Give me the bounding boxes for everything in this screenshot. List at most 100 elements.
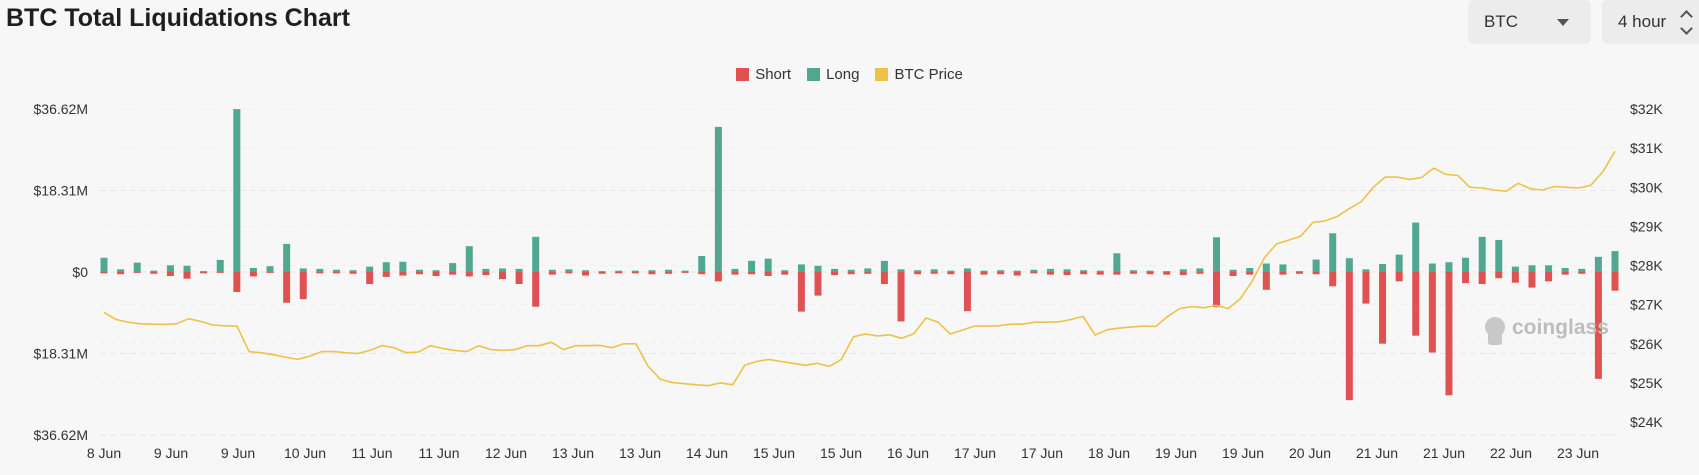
- long-bar: [565, 269, 573, 272]
- short-bar: [565, 272, 573, 274]
- coinglass-watermark: coinglass: [1485, 316, 1609, 345]
- short-bar: [1030, 272, 1038, 274]
- long-bar: [532, 236, 540, 272]
- long-bar: [1196, 268, 1204, 272]
- y-right-tick-label: $25K: [1630, 375, 1663, 391]
- x-tick-label: 14 Jun: [686, 445, 728, 461]
- short-bar: [1412, 272, 1420, 336]
- x-tick-label: 17 Jun: [1021, 445, 1063, 461]
- long-bar: [764, 258, 772, 272]
- legend-label-short: Short: [755, 66, 792, 83]
- x-tick-label: 18 Jun: [1088, 445, 1130, 461]
- short-bar: [598, 272, 606, 274]
- coin-select[interactable]: BTC: [1468, 0, 1591, 44]
- short-bar: [1046, 272, 1054, 275]
- short-bar: [1312, 272, 1320, 275]
- short-bar: [283, 272, 291, 303]
- short-bar: [781, 272, 789, 275]
- long-bar: [1611, 251, 1619, 272]
- short-bar: [847, 272, 855, 275]
- long-bar: [714, 126, 722, 273]
- short-bar: [930, 272, 938, 274]
- long-bar: [166, 265, 174, 272]
- short-bar: [1196, 272, 1204, 274]
- long-bar: [1478, 236, 1486, 272]
- long-bar: [117, 269, 125, 272]
- short-bar: [1179, 272, 1187, 276]
- short-bar: [947, 272, 955, 275]
- short-bar: [249, 272, 257, 277]
- short-bar: [1594, 272, 1602, 379]
- x-tick-label: 12 Jun: [485, 445, 527, 461]
- interval-select-value: 4 hour: [1618, 12, 1667, 31]
- long-bar: [1445, 262, 1453, 272]
- short-bar: [449, 272, 457, 275]
- short-bar: [615, 272, 623, 274]
- x-tick-label: 23 Jun: [1557, 445, 1599, 461]
- short-bar: [764, 272, 772, 277]
- short-bar: [1345, 272, 1353, 401]
- short-bar: [1296, 272, 1304, 274]
- long-bar: [631, 270, 639, 272]
- long-bar: [847, 269, 855, 272]
- short-bar: [482, 272, 490, 276]
- long-bar: [449, 263, 457, 272]
- long-bar: [1561, 267, 1569, 272]
- long-bar: [1163, 271, 1171, 272]
- short-bar: [1545, 272, 1553, 282]
- long-bar: [615, 270, 623, 272]
- price-swatch-icon: [875, 68, 889, 81]
- long-bar: [1080, 270, 1088, 272]
- interval-select[interactable]: 4 hour: [1602, 0, 1699, 44]
- long-bar: [366, 266, 374, 272]
- legend-item-btc-price[interactable]: BTC Price: [875, 66, 963, 83]
- short-bar: [698, 272, 706, 275]
- long-bar: [1528, 265, 1536, 272]
- long-bar: [1329, 233, 1337, 272]
- long-bar: [963, 268, 971, 272]
- long-bar: [1246, 267, 1254, 272]
- short-swatch-icon: [736, 68, 750, 81]
- short-bar: [100, 272, 108, 274]
- y-left-tick-label: $36.62M: [34, 427, 88, 443]
- long-bar: [930, 269, 938, 272]
- long-bar: [1594, 256, 1602, 272]
- long-bar: [1046, 268, 1054, 272]
- long-bar: [133, 262, 141, 272]
- x-tick-label: 11 Jun: [419, 445, 460, 461]
- y-left-tick-label: $0: [72, 264, 88, 280]
- long-bar: [748, 260, 756, 272]
- short-bar: [299, 272, 307, 300]
- long-bar: [1379, 263, 1387, 272]
- legend-item-long[interactable]: Long: [807, 66, 859, 83]
- grid-lines: [100, 108, 1617, 436]
- short-bar: [432, 272, 440, 277]
- long-bar: [880, 260, 888, 272]
- long-bar: [1212, 237, 1220, 272]
- coin-select-value: BTC: [1484, 12, 1518, 31]
- x-tick-label: 19 Jun: [1155, 445, 1197, 461]
- short-bar: [1362, 272, 1370, 304]
- long-bar: [980, 270, 988, 272]
- short-bar: [1495, 272, 1503, 279]
- long-bar: [781, 270, 789, 272]
- short-bar: [266, 272, 274, 273]
- short-bar: [349, 272, 357, 274]
- long-bar: [316, 268, 324, 272]
- long-bar: [1113, 253, 1121, 272]
- short-bar: [166, 272, 174, 277]
- x-tick-label: 21 Jun: [1423, 445, 1465, 461]
- x-tick-label: 16 Jun: [887, 445, 929, 461]
- short-bar: [1096, 272, 1104, 275]
- long-bar: [1129, 270, 1137, 272]
- y-right-tick-label: $32K: [1630, 101, 1663, 117]
- legend-item-short[interactable]: Short: [736, 66, 791, 83]
- coinglass-logo-icon: [1485, 317, 1505, 337]
- long-bar: [283, 243, 291, 272]
- y-right-tick-label: $29K: [1630, 218, 1663, 234]
- long-bar: [1545, 265, 1553, 272]
- short-bar: [1013, 272, 1021, 276]
- y-left-tick-label: $36.62M: [34, 101, 88, 117]
- y-left-tick-label: $18.31M: [34, 346, 88, 362]
- short-bar: [1080, 272, 1088, 275]
